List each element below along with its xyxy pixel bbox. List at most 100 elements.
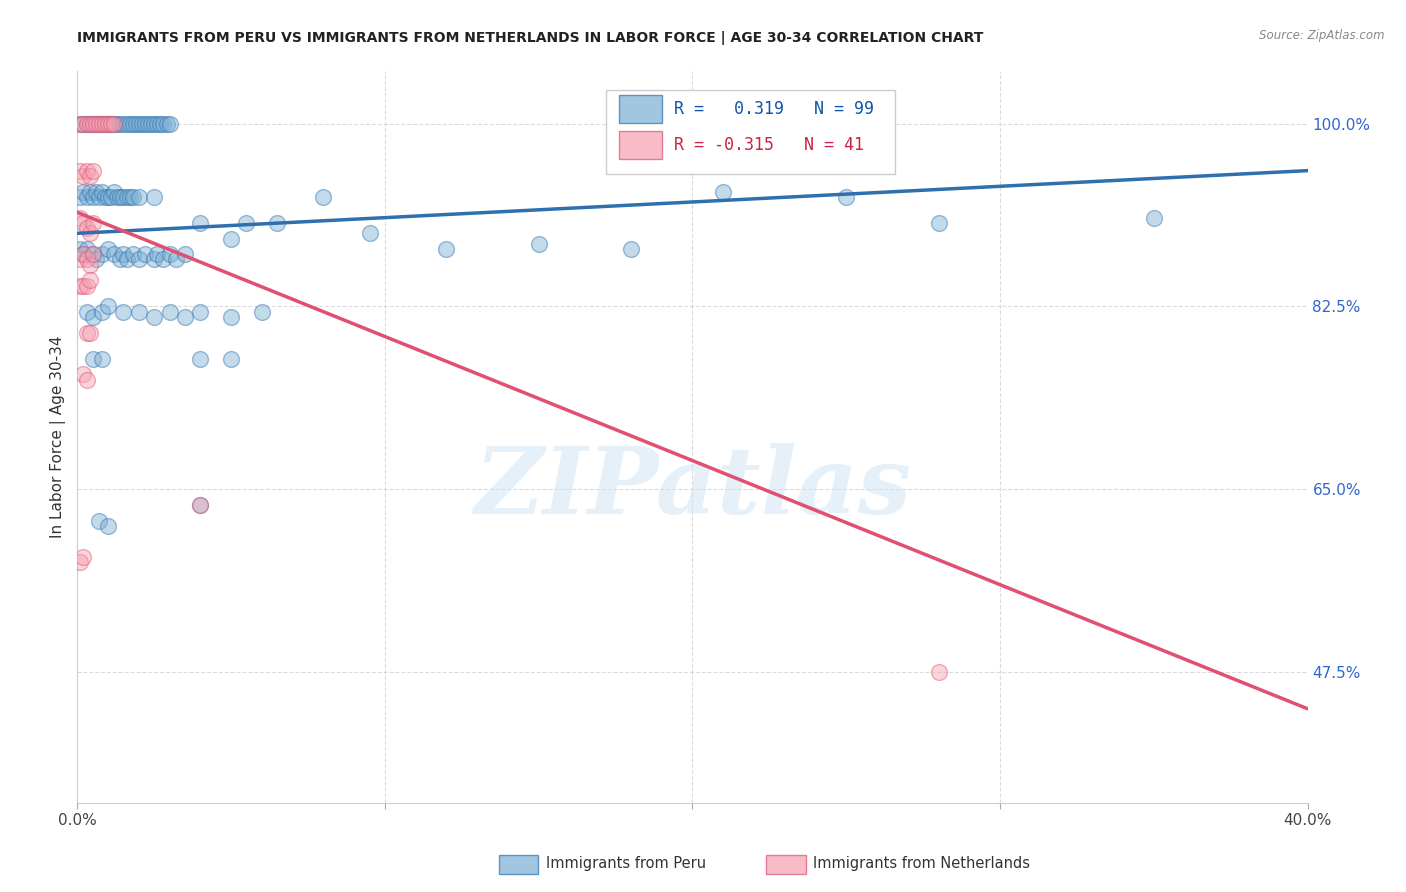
Point bbox=[250, 304, 273, 318]
Point bbox=[159, 247, 181, 261]
Point bbox=[219, 231, 242, 245]
Point bbox=[436, 242, 458, 256]
Point bbox=[134, 247, 156, 261]
Point bbox=[87, 117, 110, 131]
Point bbox=[87, 190, 110, 204]
Point bbox=[94, 190, 117, 204]
Point bbox=[69, 278, 91, 293]
Point bbox=[188, 304, 212, 318]
Text: Immigrants from Netherlands: Immigrants from Netherlands bbox=[813, 856, 1029, 871]
FancyBboxPatch shape bbox=[606, 90, 896, 174]
Point bbox=[112, 117, 135, 131]
Point bbox=[82, 247, 104, 261]
Point bbox=[82, 117, 104, 131]
Point bbox=[136, 117, 159, 131]
Point bbox=[110, 117, 132, 131]
Point bbox=[711, 185, 734, 199]
Text: IMMIGRANTS FROM PERU VS IMMIGRANTS FROM NETHERLANDS IN LABOR FORCE | AGE 30-34 C: IMMIGRANTS FROM PERU VS IMMIGRANTS FROM … bbox=[77, 31, 984, 45]
Point bbox=[146, 247, 169, 261]
Point bbox=[84, 185, 107, 199]
Point bbox=[90, 117, 114, 131]
Point bbox=[121, 190, 143, 204]
Point bbox=[159, 117, 181, 131]
Point bbox=[82, 216, 104, 230]
Point bbox=[72, 278, 94, 293]
Point bbox=[90, 304, 114, 318]
Point bbox=[72, 117, 94, 131]
Point bbox=[90, 117, 114, 131]
Point bbox=[527, 236, 550, 251]
Point bbox=[69, 117, 91, 131]
Point bbox=[76, 304, 98, 318]
Point bbox=[188, 498, 212, 512]
Point bbox=[76, 242, 98, 256]
Point bbox=[79, 258, 101, 272]
Point bbox=[76, 278, 98, 293]
Point bbox=[69, 252, 91, 267]
Point bbox=[100, 117, 122, 131]
Point bbox=[118, 190, 141, 204]
Point bbox=[188, 498, 212, 512]
Point bbox=[87, 117, 110, 131]
Point bbox=[928, 216, 950, 230]
Point bbox=[69, 190, 91, 204]
Point bbox=[112, 190, 135, 204]
Point bbox=[149, 117, 172, 131]
Point bbox=[155, 117, 177, 131]
Point bbox=[84, 117, 107, 131]
Point bbox=[143, 310, 166, 324]
Point bbox=[72, 117, 94, 131]
Point bbox=[94, 117, 117, 131]
Point bbox=[97, 190, 120, 204]
FancyBboxPatch shape bbox=[619, 131, 662, 159]
Point bbox=[76, 117, 98, 131]
Point bbox=[174, 310, 197, 324]
Point bbox=[76, 163, 98, 178]
Point bbox=[72, 216, 94, 230]
Point bbox=[103, 117, 125, 131]
Point bbox=[97, 300, 120, 314]
Point bbox=[128, 304, 150, 318]
Point bbox=[79, 326, 101, 340]
Point bbox=[100, 117, 122, 131]
Point bbox=[835, 190, 858, 204]
Point bbox=[90, 351, 114, 366]
Point bbox=[82, 117, 104, 131]
Point bbox=[72, 247, 94, 261]
Point bbox=[76, 221, 98, 235]
Point bbox=[312, 190, 335, 204]
Point bbox=[110, 190, 132, 204]
Point bbox=[146, 117, 169, 131]
Point bbox=[97, 519, 120, 533]
Point bbox=[103, 117, 125, 131]
Text: Source: ZipAtlas.com: Source: ZipAtlas.com bbox=[1260, 29, 1385, 42]
Text: R =   0.319   N = 99: R = 0.319 N = 99 bbox=[673, 100, 875, 118]
Point bbox=[97, 242, 120, 256]
Point bbox=[97, 117, 120, 131]
Point bbox=[219, 351, 242, 366]
Point bbox=[105, 190, 128, 204]
Text: R = -0.315   N = 41: R = -0.315 N = 41 bbox=[673, 136, 865, 154]
Point bbox=[72, 185, 94, 199]
Point bbox=[188, 351, 212, 366]
Point bbox=[79, 185, 101, 199]
Point bbox=[79, 273, 101, 287]
Point bbox=[69, 163, 91, 178]
Point bbox=[69, 242, 91, 256]
Point bbox=[103, 247, 125, 261]
Point bbox=[219, 310, 242, 324]
Point bbox=[79, 227, 101, 241]
Point bbox=[115, 190, 138, 204]
Point bbox=[76, 326, 98, 340]
Text: Immigrants from Peru: Immigrants from Peru bbox=[546, 856, 706, 871]
Point bbox=[110, 252, 132, 267]
Point bbox=[69, 556, 91, 570]
Point bbox=[84, 117, 107, 131]
Text: ZIPatlas: ZIPatlas bbox=[474, 443, 911, 533]
Point bbox=[235, 216, 257, 230]
Point bbox=[72, 368, 94, 382]
Point bbox=[620, 242, 643, 256]
Point bbox=[76, 252, 98, 267]
Point bbox=[72, 550, 94, 565]
Point bbox=[928, 665, 950, 680]
